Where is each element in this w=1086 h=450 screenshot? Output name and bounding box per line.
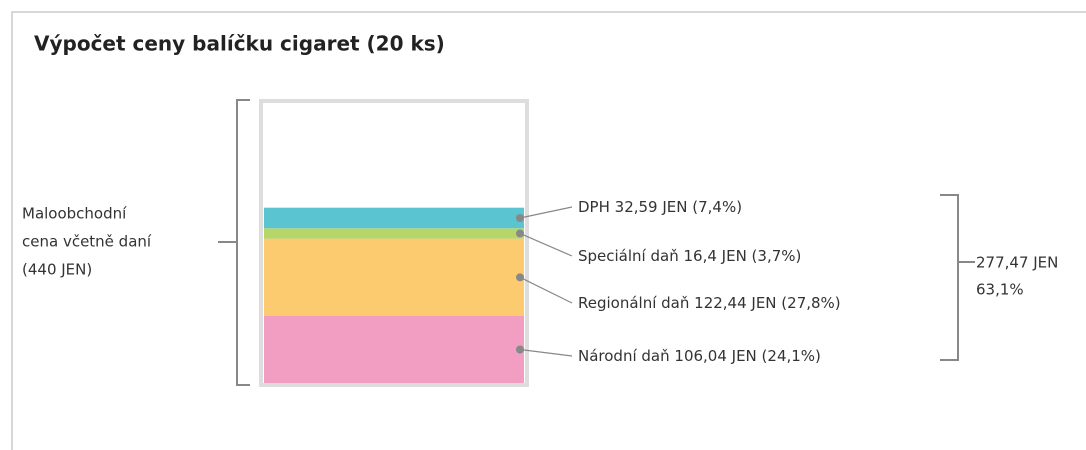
total-label: (440 JEN) <box>22 261 92 279</box>
leader-line <box>519 348 573 357</box>
tax-bracket <box>940 194 975 361</box>
bar-segment <box>264 228 524 239</box>
bar-segment <box>264 207 524 229</box>
series-name: Regionální daň <box>578 294 689 312</box>
leader-dot <box>516 229 524 238</box>
series-name: Speciální daň <box>578 247 679 265</box>
bar-segment <box>264 238 524 317</box>
value-label: 32,59 JEN (7,4%) <box>615 198 742 216</box>
leader-dot <box>516 273 524 282</box>
tax-total-label: 63,1% <box>976 281 1024 299</box>
data-label: Speciální daň 16,4 JEN (3,7%) <box>578 247 801 265</box>
chart-title: Výpočet ceny balíčku cigaret (20 ks) <box>34 32 445 56</box>
data-label: DPH 32,59 JEN (7,4%) <box>578 198 742 216</box>
leader-line <box>519 276 573 304</box>
panel-border <box>11 11 1086 450</box>
total-bracket <box>218 99 250 386</box>
leader-dot <box>516 213 524 222</box>
bar-segment <box>264 316 524 383</box>
value-label: 106,04 JEN (24,1%) <box>674 347 821 365</box>
tax-total-label: 277,47 JEN <box>976 254 1058 272</box>
leader-line <box>519 232 573 257</box>
series-name: Národní daň <box>578 347 670 365</box>
leader-dot <box>516 345 524 354</box>
data-label: Národní daň 106,04 JEN (24,1%) <box>578 347 821 365</box>
data-label: Regionální daň 122,44 JEN (27,8%) <box>578 294 841 312</box>
series-name: DPH <box>578 198 610 216</box>
leader-line <box>519 206 573 219</box>
bar-frame <box>259 99 529 387</box>
total-label: cena včetně daní <box>22 233 152 251</box>
value-label: 16,4 JEN (3,7%) <box>684 247 802 265</box>
value-label: 122,44 JEN (27,8%) <box>694 294 841 312</box>
total-label: Maloobchodní <box>22 205 127 223</box>
